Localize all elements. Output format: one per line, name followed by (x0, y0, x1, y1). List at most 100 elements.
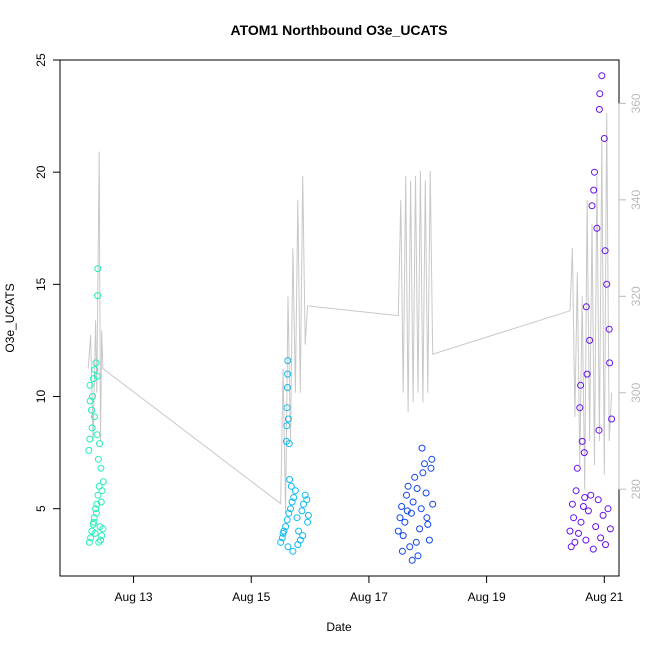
data-point-series-2 (417, 505, 425, 513)
data-point-series-2 (425, 536, 433, 544)
data-point-series-1 (284, 543, 292, 551)
data-point-series-1 (279, 529, 287, 537)
data-point-series-1 (300, 500, 307, 508)
data-point-series-3 (567, 543, 575, 551)
data-point-series-0 (94, 491, 102, 499)
data-point-series-1 (285, 440, 293, 448)
data-point-series-0 (90, 514, 98, 522)
data-point-series-3 (597, 534, 605, 542)
data-point-series-3 (587, 491, 595, 499)
data-point-series-3 (598, 72, 606, 80)
y-tick-label-left: 20 (34, 165, 48, 179)
data-point-series-0 (85, 538, 93, 546)
y-axis-left: 5 10 15 20 25 (34, 53, 61, 512)
y-tick-label-right: 280 (629, 479, 643, 499)
data-point-series-2 (401, 518, 409, 526)
data-point-series-3 (583, 370, 591, 378)
data-point-series-2 (404, 482, 412, 490)
data-point-series-3 (568, 500, 576, 508)
data-point-series-3 (590, 186, 598, 194)
data-point-series-2 (406, 543, 414, 551)
data-point-series-1 (290, 494, 298, 501)
data-point-series-3 (578, 437, 586, 445)
data-point-series-0 (91, 413, 98, 421)
data-point-series-1 (278, 534, 286, 542)
data-point-series-1 (287, 482, 295, 490)
data-point-series-1 (283, 404, 291, 412)
x-tick-label: Aug 17 (350, 590, 388, 604)
data-point-series-3 (595, 105, 603, 113)
data-point-series-1 (299, 532, 307, 540)
data-point-series-3 (605, 325, 613, 333)
data-point-series-2 (428, 455, 436, 463)
data-point-series-0 (99, 478, 107, 486)
data-point-series-0 (94, 265, 102, 273)
data-point-series-3 (603, 280, 611, 288)
data-point-series-2 (422, 489, 430, 497)
y-tick-label-right: 320 (629, 286, 643, 306)
data-point-series-0 (97, 536, 104, 544)
data-point-series-1 (303, 496, 311, 504)
data-point-series-0 (90, 518, 98, 526)
data-point-series-3 (600, 135, 608, 142)
data-point-series-3 (595, 426, 603, 434)
data-point-series-2 (427, 464, 435, 472)
data-point-series-3 (577, 518, 585, 526)
y-tick-label-right: 340 (629, 190, 643, 210)
data-point-series-3 (577, 381, 585, 389)
data-point-series-2 (403, 507, 411, 515)
data-point-series-1 (289, 547, 297, 555)
data-point-series-1 (304, 511, 312, 519)
data-point-series-3 (601, 247, 609, 255)
data-point-series-1 (298, 507, 306, 515)
data-point-series-0 (92, 359, 100, 367)
x-tick-label: Aug 19 (468, 590, 506, 604)
data-point-series-0 (95, 538, 103, 546)
data-point-series-3 (599, 511, 607, 519)
x-axis-label: Date (326, 620, 352, 634)
data-point-series-3 (582, 536, 590, 544)
data-point-series-2 (424, 520, 432, 528)
data-point-series-2 (419, 469, 427, 477)
data-point-series-3 (582, 303, 590, 311)
points-layer (85, 72, 616, 564)
data-point-series-0 (92, 509, 100, 517)
data-point-series-3 (602, 541, 609, 549)
data-point-series-1 (288, 498, 296, 506)
data-point-series-1 (301, 491, 309, 499)
data-point-series-0 (88, 424, 96, 432)
data-point-series-2 (409, 498, 417, 506)
data-point-series-0 (97, 498, 105, 506)
data-point-series-2 (398, 547, 406, 555)
data-point-series-3 (572, 487, 580, 495)
data-point-series-0 (85, 446, 93, 454)
y-tick-label-left: 10 (34, 390, 48, 404)
data-point-series-3 (604, 505, 612, 513)
data-point-series-2 (423, 514, 431, 522)
data-point-series-1 (284, 370, 292, 378)
data-point-series-1 (295, 527, 303, 535)
data-point-series-3 (589, 545, 597, 553)
data-point-series-3 (588, 202, 596, 210)
data-point-series-3 (593, 224, 601, 232)
series-line-right-axis (87, 112, 613, 514)
chart-title: ATOM1 Northbound O3e_UCATS (231, 22, 448, 38)
data-point-series-1 (286, 476, 294, 483)
data-point-series-3 (584, 507, 592, 515)
data-point-series-1 (277, 538, 285, 546)
data-point-series-2 (416, 525, 424, 533)
data-point-series-1 (294, 541, 302, 549)
data-point-series-0 (88, 406, 95, 414)
data-point-series-1 (284, 415, 292, 423)
right-axis-line-layer (87, 112, 613, 514)
x-tick-label: Aug 13 (115, 590, 153, 604)
data-point-series-3 (591, 168, 598, 176)
data-point-series-0 (89, 393, 96, 400)
data-point-series-3 (592, 523, 600, 531)
data-point-series-2 (399, 532, 407, 540)
data-point-series-0 (93, 372, 101, 380)
y-axis-right: 280 300 320 340 360 (618, 93, 643, 499)
y-tick-label-right: 300 (629, 382, 643, 402)
